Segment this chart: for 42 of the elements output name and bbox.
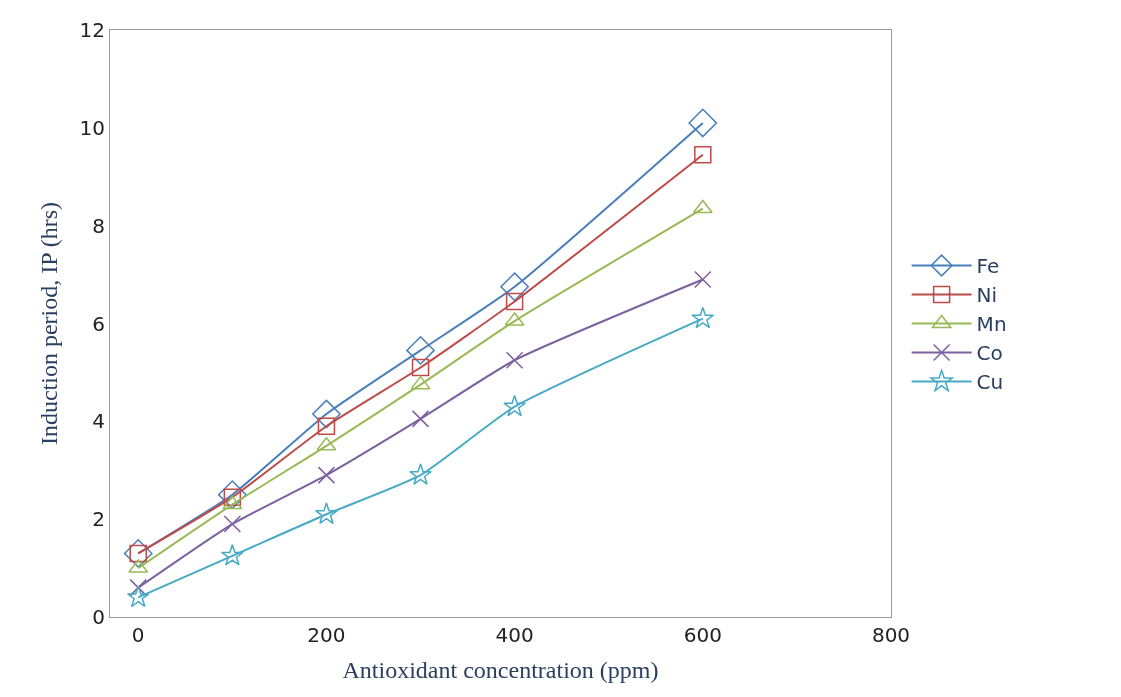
point xyxy=(123,539,153,568)
legend-label: Mn xyxy=(976,312,1007,337)
y-tick-label: 12 xyxy=(79,18,105,42)
point xyxy=(317,417,336,435)
point xyxy=(315,502,338,525)
x-tick-label: 0 xyxy=(131,623,145,647)
point xyxy=(223,515,242,533)
y-tick-label: 6 xyxy=(92,311,105,336)
point xyxy=(505,292,524,311)
point xyxy=(500,272,530,302)
y-tick-label: 4 xyxy=(92,409,105,434)
point xyxy=(688,108,718,138)
point xyxy=(691,306,715,329)
point xyxy=(503,394,527,417)
y-tick-label: 10 xyxy=(79,115,105,140)
x-tick-label: 600 xyxy=(683,623,722,647)
point xyxy=(126,585,150,608)
point xyxy=(217,480,247,510)
point xyxy=(317,466,336,484)
point xyxy=(411,410,430,428)
legend-label: Fe xyxy=(976,254,1000,279)
legend-label: Cu xyxy=(976,370,1004,395)
y-axis-title: Induction period, IP (hrs) xyxy=(35,201,62,446)
x-tick-label: 200 xyxy=(307,623,346,647)
y-tick-label: 8 xyxy=(92,213,105,238)
x-tick-label: 400 xyxy=(495,623,534,647)
point xyxy=(692,199,713,214)
x-axis-title: Antioxidant concentration (ppm) xyxy=(342,657,659,684)
point xyxy=(220,543,244,566)
point xyxy=(694,145,712,164)
point xyxy=(409,463,432,485)
point xyxy=(406,336,435,365)
x-tick-label: 800 xyxy=(871,623,911,647)
point xyxy=(411,358,430,377)
point xyxy=(410,375,431,390)
point xyxy=(505,351,524,369)
point xyxy=(694,270,712,289)
y-tick-label: 2 xyxy=(92,507,105,532)
legend-label: Co xyxy=(976,341,1003,366)
legend-label: Ni xyxy=(976,283,998,308)
y-tick-label: 0 xyxy=(92,605,105,629)
point xyxy=(312,399,341,429)
